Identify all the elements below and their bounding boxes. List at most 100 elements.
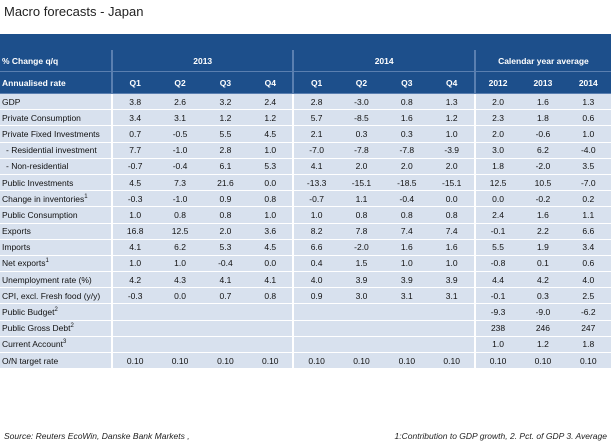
- row-label-text: Current Account: [2, 339, 63, 350]
- row-label: GDP: [0, 93, 112, 111]
- cell: 0.4: [292, 255, 339, 273]
- cell: -15.1: [338, 174, 385, 192]
- cell: [110, 320, 158, 337]
- cell: 1.6: [384, 109, 430, 127]
- cell: 3.9: [384, 271, 430, 289]
- cell: 2.1: [292, 125, 339, 143]
- cell: 4.3: [157, 271, 203, 289]
- cell: 1.0: [565, 125, 611, 143]
- column-header: Q2: [338, 71, 385, 94]
- data-row: GDP 3.8 2.6 3.2 2.4 2.8 -3.0 0.8 1.3 2.0 1.6 1.3: [0, 93, 611, 111]
- column-header: 2014: [565, 71, 611, 94]
- cell: [384, 336, 430, 354]
- row-label: CPI, excl. Fresh food (y/y): [0, 287, 112, 305]
- cell: -0.1: [473, 287, 521, 305]
- footnote-mark: 2: [54, 307, 58, 314]
- cell: 0.10: [110, 352, 158, 370]
- cell: 1.0: [157, 255, 203, 273]
- cell: 1.3: [429, 93, 475, 111]
- row-label-text: Exports: [2, 226, 31, 237]
- cell: 2.8: [202, 142, 249, 159]
- row-label-text: Imports: [2, 242, 31, 253]
- cell: -1.0: [157, 142, 203, 159]
- cell: 0.10: [338, 352, 385, 370]
- column-header: Q3: [202, 71, 249, 94]
- source: Source: Reuters EcoWin, Danske Bank Mark…: [4, 431, 190, 441]
- cell: 0.10: [157, 352, 203, 370]
- cell: 1.8: [473, 158, 521, 175]
- row-label: - Residential investment: [0, 142, 112, 159]
- cell: [338, 336, 385, 354]
- cell: 1.2: [520, 336, 566, 354]
- cell: [248, 303, 294, 321]
- row-label-text: Public Consumption: [2, 209, 78, 220]
- cell: 0.8: [248, 190, 294, 208]
- cell: -1.0: [157, 190, 203, 208]
- cell: [292, 320, 339, 337]
- cell: -7.8: [338, 142, 385, 159]
- header-band: [0, 34, 611, 50]
- data-row: Unemployment rate (%) 4.2 4.3 4.1 4.1 4.0 3.9 3…: [0, 271, 611, 289]
- cell: 1.2: [202, 109, 249, 127]
- cell: 0.7: [110, 125, 158, 143]
- cell: [202, 303, 249, 321]
- column-header: Q1: [292, 71, 339, 94]
- cell: [110, 303, 158, 321]
- cell: 0.10: [429, 352, 475, 370]
- cell: 1.1: [338, 190, 385, 208]
- cell: 1.0: [248, 142, 294, 159]
- data-row: Public Gross Debt2 238 246 247: [0, 320, 611, 337]
- footnote-mark: 2: [70, 323, 74, 330]
- cell: 4.0: [565, 271, 611, 289]
- cell: 0.6: [565, 109, 611, 127]
- cell: 4.5: [110, 174, 158, 192]
- cell: 2.4: [473, 206, 521, 224]
- data-row: Change in inventories1 -0.3 -1.0 0.9 0.8 -0.7…: [0, 190, 611, 208]
- cell: [384, 320, 430, 337]
- cell: 8.2: [292, 223, 339, 240]
- cell: 1.9: [520, 239, 566, 256]
- row-label-text: Net exports: [2, 258, 46, 269]
- row-label: Current Account3: [0, 336, 112, 354]
- cell: 2.0: [338, 158, 385, 175]
- cell: -0.1: [473, 223, 521, 240]
- column-header: Q2: [157, 71, 203, 94]
- forecast-table: % Change q/q 2013 2014 Calendar year averag…: [0, 50, 611, 370]
- cell: 0.10: [248, 352, 294, 370]
- cell: 0.8: [429, 206, 475, 224]
- cell: 0.10: [565, 352, 611, 370]
- cell: 0.0: [248, 174, 294, 192]
- cell: 0.0: [157, 287, 203, 305]
- cell: 4.5: [248, 239, 294, 256]
- cell: 3.4: [110, 109, 158, 127]
- cell: [157, 320, 203, 337]
- cell: [338, 303, 385, 321]
- cell: -0.4: [202, 255, 249, 273]
- row-label: Public Gross Debt2: [0, 320, 112, 337]
- row-label: Public Investments: [0, 174, 112, 192]
- cell: 7.8: [338, 223, 385, 240]
- cell: 1.2: [248, 109, 294, 127]
- cell: 3.5: [565, 158, 611, 175]
- cell: 1.8: [520, 109, 566, 127]
- cell: 5.3: [248, 158, 294, 175]
- cell: -7.0: [292, 142, 339, 159]
- cell: -8.5: [338, 109, 385, 127]
- row-label: Public Budget2: [0, 303, 112, 321]
- data-row: - Non-residential -0.7 -0.4 6.1 5.3 4.1 2.0 2.0…: [0, 158, 611, 175]
- cell: 2.0: [429, 158, 475, 175]
- cell: 1.0: [110, 206, 158, 224]
- cell: 12.5: [473, 174, 521, 192]
- cell: [248, 336, 294, 354]
- cell: 4.5: [248, 125, 294, 143]
- cell: 0.10: [473, 352, 521, 370]
- cell: -9.3: [473, 303, 521, 321]
- cell: 7.4: [429, 223, 475, 240]
- data-row: Public Budget2 -9.3 -9.0 -6.2: [0, 303, 611, 321]
- cell: 0.3: [520, 287, 566, 305]
- cell: -0.4: [384, 190, 430, 208]
- cell: 2.0: [384, 158, 430, 175]
- cell: -0.3: [110, 190, 158, 208]
- cell: 0.3: [338, 125, 385, 143]
- cell: -0.6: [520, 125, 566, 143]
